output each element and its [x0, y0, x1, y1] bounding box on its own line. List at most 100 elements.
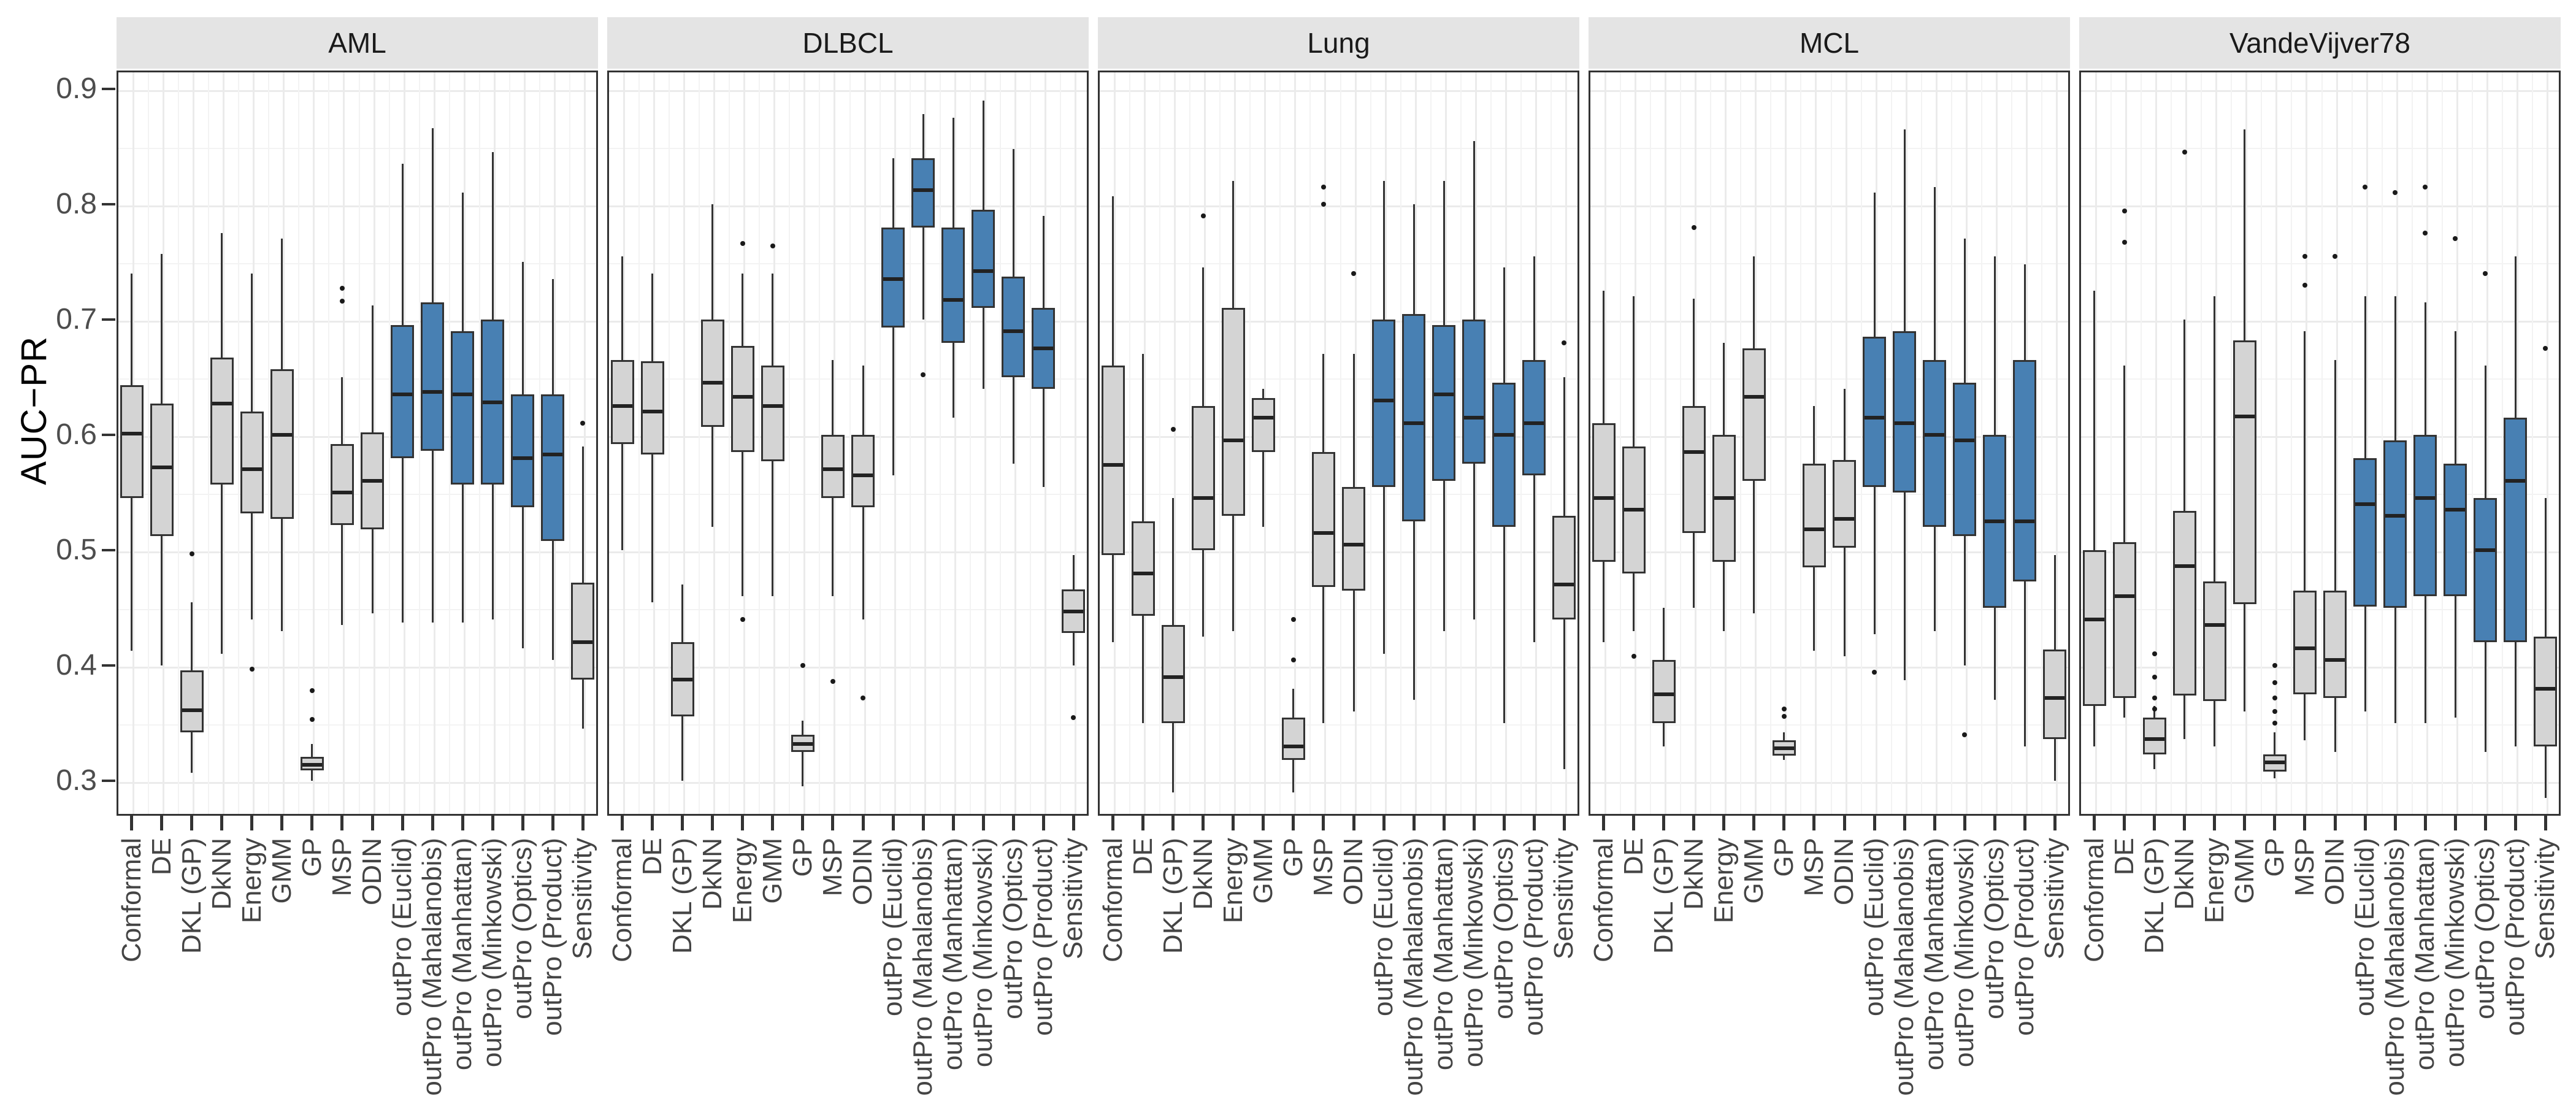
x-tick-mark — [711, 816, 715, 830]
box-DLBCL-outPro (Mahalanobis) — [911, 158, 935, 228]
y-tick-label: 0.6 — [56, 418, 97, 451]
gridline-h — [1100, 724, 1577, 726]
median-line — [1193, 496, 1213, 500]
gridline-h — [2081, 148, 2559, 149]
x-tick-label: Conformal — [2079, 838, 2109, 962]
gridline-h — [2081, 435, 2559, 438]
gridline-v-minor — [1920, 72, 1922, 814]
median-line — [672, 677, 692, 681]
outlier-dot — [189, 551, 194, 556]
gridline-v-minor — [849, 72, 851, 814]
gridline-h — [2081, 205, 2559, 207]
x-tick-mark — [1903, 816, 1906, 830]
box-DLBCL-Energy — [730, 346, 754, 453]
gridline-v — [1294, 72, 1297, 814]
outlier-dot — [2543, 346, 2548, 351]
box-DLBCL-outPro (Manhattan) — [941, 227, 965, 343]
gridline-h — [1590, 90, 2068, 92]
gridline-v-minor — [1370, 72, 1371, 814]
x-tick-label: DE — [1618, 838, 1649, 876]
box-VandeVijver78-Energy — [2202, 581, 2226, 702]
x-tick-label: Conformal — [116, 838, 147, 962]
gridline-h — [2081, 378, 2559, 380]
median-line — [1804, 527, 1824, 532]
outlier-dot — [770, 243, 775, 248]
box-Lung-outPro (Mahalanobis) — [1402, 313, 1426, 521]
box-VandeVijver78-ODIN — [2323, 590, 2347, 698]
gridline-h — [1590, 666, 2068, 669]
x-tick-label: DkNN — [2169, 838, 2199, 910]
median-line — [182, 708, 202, 713]
median-line — [1654, 692, 1674, 696]
x-tick-mark — [2273, 816, 2277, 830]
x-tick-label: DKL (GP) — [2139, 838, 2169, 954]
x-tick-label: Sensitivity — [2039, 838, 2070, 960]
median-line — [242, 467, 262, 472]
gridline-h — [2081, 609, 2559, 610]
gridline-h — [1590, 724, 2068, 726]
x-tick-label: Energy — [727, 838, 757, 924]
x-tick-label: outPro (Product) — [2009, 838, 2040, 1036]
median-line — [913, 188, 933, 193]
gridline-h — [609, 666, 1087, 669]
gridline-v-minor — [909, 72, 911, 814]
gridline-v-minor — [1830, 72, 1832, 814]
gridline-v — [1014, 72, 1016, 814]
x-tick-mark — [2543, 816, 2547, 830]
gridline-v-minor — [1219, 72, 1221, 814]
x-tick-mark — [1041, 816, 1045, 830]
box-MCL-GMM — [1742, 348, 1766, 481]
x-tick-label: outPro (Euclid) — [387, 838, 418, 1017]
outlier-dot — [2122, 240, 2127, 245]
x-tick-mark — [1842, 816, 1846, 830]
x-tick-mark — [2243, 816, 2247, 830]
gridline-h — [118, 435, 596, 438]
outlier-dot — [2423, 184, 2428, 190]
gridline-h — [2081, 263, 2559, 264]
gridline-v-minor — [238, 72, 240, 814]
gridline-v-minor — [478, 72, 480, 814]
median-line — [2144, 737, 2164, 742]
x-tick-label: ODIN — [2320, 838, 2350, 905]
gridline-v — [803, 72, 806, 814]
x-tick-mark — [1262, 816, 1265, 830]
median-line — [883, 277, 903, 282]
x-tick-mark — [1322, 816, 1325, 830]
x-tick-mark — [1352, 816, 1355, 830]
median-line — [642, 410, 662, 414]
gridline-h — [2081, 781, 2559, 784]
x-tick-mark — [2183, 816, 2187, 830]
gridline-h — [1590, 609, 2068, 610]
x-tick-mark — [1562, 816, 1566, 830]
gridline-h — [1100, 609, 1577, 610]
y-tick-mark — [102, 318, 115, 321]
box-AML-Conformal — [120, 385, 144, 499]
median-line — [423, 390, 443, 394]
gridline-v-minor — [1400, 72, 1401, 814]
gridline-v-minor — [969, 72, 971, 814]
gridline-h — [2081, 90, 2559, 92]
outlier-dot — [2272, 709, 2277, 715]
x-tick-label: Energy — [1217, 838, 1248, 924]
outlier-dot — [921, 372, 926, 378]
gridline-v — [924, 72, 926, 814]
y-tick-mark — [102, 88, 115, 90]
x-tick-mark — [1873, 816, 1876, 830]
outlier-dot — [2272, 680, 2277, 686]
median-line — [853, 473, 873, 477]
y-tick-mark — [102, 664, 115, 667]
median-line — [1103, 462, 1123, 467]
x-tick-mark — [431, 816, 434, 830]
median-line — [1344, 542, 1364, 546]
gridline-h — [118, 551, 596, 553]
box-MCL-MSP — [1802, 464, 1826, 568]
y-tick-label: 0.7 — [56, 303, 97, 335]
gridline-v — [2185, 72, 2188, 814]
x-tick-mark — [461, 816, 464, 830]
x-tick-label: outPro (Minkowski) — [1459, 838, 1489, 1068]
box-Lung-Energy — [1221, 308, 1245, 516]
x-tick-label: ODIN — [1338, 838, 1369, 905]
gridline-v-minor — [939, 72, 941, 814]
x-tick-mark — [1412, 816, 1416, 830]
outlier-dot — [2152, 695, 2157, 700]
